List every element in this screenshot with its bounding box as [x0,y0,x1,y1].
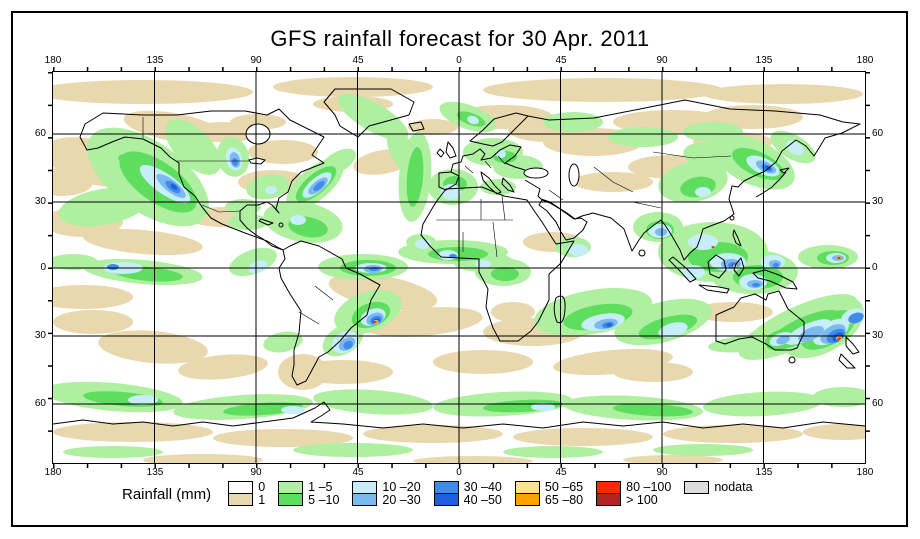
axis-label-left: 30 [34,330,46,341]
figure-border [11,11,908,527]
axis-label-top: 180 [44,55,62,66]
axis-label-bottom: 135 [146,467,164,478]
axis-label-right: 60 [872,128,884,139]
legend-label: 40 –50 [463,493,502,507]
axis-label-right: 60 [872,398,884,409]
axis-label-top: 45 [352,55,364,66]
legend-swatch [514,492,540,506]
axis-label-bottom: 0 [456,467,462,478]
rainfall-map-canvas [53,72,865,463]
axis-label-bottom: 180 [44,467,62,478]
axis-label-bottom: 90 [250,467,262,478]
legend-swatch [228,492,254,506]
legend-swatch [278,492,304,506]
legend-label: 50 –65 [544,480,584,494]
axis-label-right: 30 [872,196,884,207]
legend: Rainfall (mm) 0 1 1 –5 5 –10 [122,481,753,508]
legend-column: 0 1 [228,481,265,507]
legend-column: 1 –5 5 –10 [278,481,339,507]
legend-label: 1 [258,493,266,507]
legend-column: 50 –65 65 –80 [514,480,584,507]
legend-swatch [352,492,378,506]
legend-label: 1 –5 [308,480,333,494]
legend-label: nodata [714,480,753,494]
coastlines [53,88,865,429]
axis-label-top: 135 [146,55,164,66]
axis-label-top: 180 [856,55,874,66]
axis-label-right: 0 [872,262,878,273]
legend-label: 80 –100 [626,480,672,494]
axis-label-right: 30 [872,330,884,341]
world-map [52,71,866,464]
axis-label-top: 0 [456,55,462,66]
axis-label-top: 90 [656,55,668,66]
legend-label: 20 –30 [382,493,421,507]
axis-label-top: 45 [555,55,567,66]
graticule [53,72,865,463]
axis-label-bottom: 90 [656,467,668,478]
legend-column: 10 –20 20 –30 [352,480,421,507]
legend-label: 30 –40 [463,480,502,494]
legend-label: 5 –10 [308,493,340,507]
legend-title: Rainfall (mm) [122,486,212,503]
legend-column: 80 –100 > 100 [596,481,671,507]
rain-30-40-layer [107,158,864,350]
legend-swatch [596,492,622,506]
axis-label-left: 60 [34,398,46,409]
legend-column: 30 –40 40 –50 [433,480,502,507]
legend-swatch [433,492,459,506]
legend-label: > 100 [626,493,658,507]
rain-80-100-layer [373,246,841,341]
legend-column-nodata: nodata [684,480,753,494]
axis-label-bottom: 180 [856,467,874,478]
axis-label-bottom: 45 [352,467,364,478]
axis-label-top: 135 [755,55,773,66]
legend-label: 0 [258,480,266,494]
axis-label-left: 60 [34,128,46,139]
page-title: GFS rainfall forecast for 30 Apr. 2011 [270,26,650,51]
axis-label-bottom: 45 [555,467,567,478]
axis-label-top: 90 [250,55,262,66]
axis-label-left: 30 [34,196,46,207]
axis-label-left: 0 [40,262,46,273]
country-borders [142,117,732,325]
legend-swatch-nodata [684,481,710,494]
axis-label-bottom: 135 [755,467,773,478]
legend-label: 10 –20 [382,480,421,494]
legend-label: 65 –80 [544,493,584,507]
